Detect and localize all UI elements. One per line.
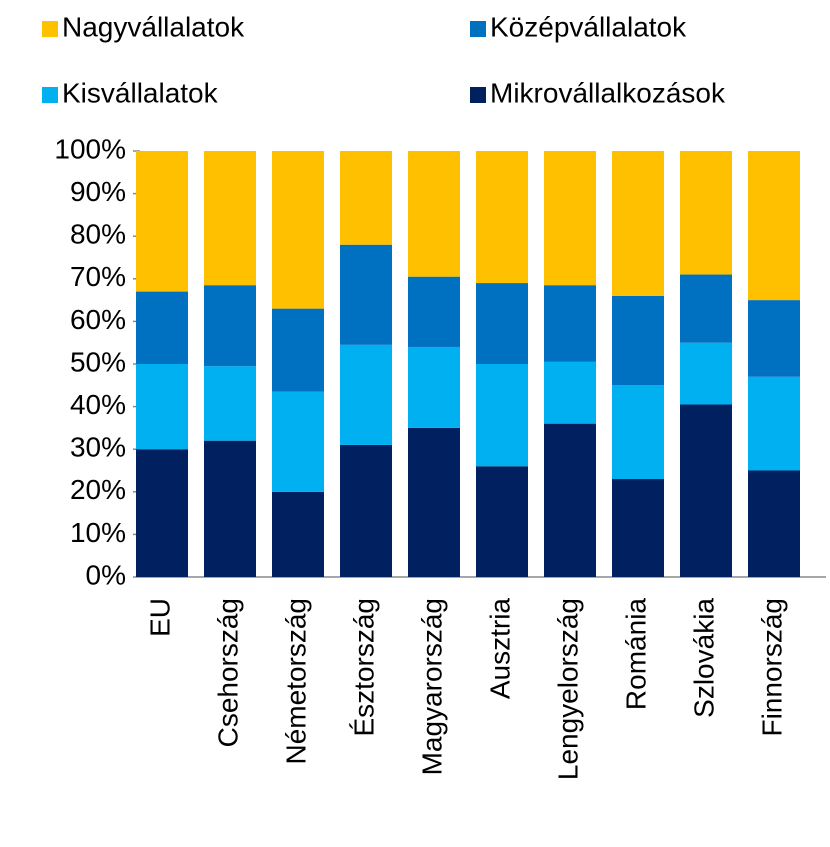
bar-segment xyxy=(136,364,188,450)
bar-segment xyxy=(272,308,324,392)
y-tick-label: 60% xyxy=(70,304,126,335)
bar-segment xyxy=(340,151,392,245)
legend-swatch xyxy=(470,21,486,37)
bar-segment xyxy=(748,470,800,577)
bar-segment xyxy=(680,404,732,577)
bar-segment xyxy=(544,423,596,577)
x-tick-label: Magyarország xyxy=(416,598,447,775)
bar-segment xyxy=(612,385,664,480)
legend-swatch xyxy=(42,21,58,37)
bar-segment xyxy=(476,466,528,577)
bar-segment xyxy=(204,285,256,367)
bar-segment xyxy=(544,361,596,424)
bar-segment xyxy=(544,151,596,286)
bar-segment xyxy=(408,151,460,277)
x-tick-label: Szlovákia xyxy=(688,598,719,718)
bar-segment xyxy=(204,440,256,577)
y-tick-label: 90% xyxy=(70,176,126,207)
y-tick-label: 80% xyxy=(70,219,126,250)
bar-segment xyxy=(136,449,188,577)
x-tick-label: Románia xyxy=(620,598,651,710)
bar-segment xyxy=(340,244,392,345)
bar-segment xyxy=(272,391,324,492)
x-tick-label: Lengyelország xyxy=(552,598,583,780)
bar-segment xyxy=(680,151,732,275)
y-tick-label: 0% xyxy=(86,559,126,590)
legend-label: Kisvállalatok xyxy=(62,77,219,108)
legend-label: Középvállalatok xyxy=(490,11,687,42)
bar-segment xyxy=(204,366,256,441)
bar-segment xyxy=(476,151,528,284)
x-tick-label: Németország xyxy=(280,598,311,765)
bar-segment xyxy=(748,376,800,471)
x-tick-label: Finnország xyxy=(756,598,787,737)
bar-segment xyxy=(476,283,528,364)
bar-segment xyxy=(136,151,188,292)
bar-segment xyxy=(136,291,188,364)
y-tick-label: 70% xyxy=(70,261,126,292)
bar-segment xyxy=(612,479,664,577)
bar-segment xyxy=(748,300,800,377)
y-tick-label: 50% xyxy=(70,346,126,377)
y-tick-label: 40% xyxy=(70,389,126,420)
bar-segment xyxy=(272,491,324,577)
bar-segment xyxy=(204,151,256,286)
bar-segment xyxy=(748,151,800,301)
bar-segment xyxy=(680,342,732,405)
bar-segment xyxy=(612,295,664,386)
bar-segment xyxy=(340,344,392,445)
bar-segment xyxy=(408,276,460,347)
legend-label: Nagyvállalatok xyxy=(62,11,245,42)
bar-segment xyxy=(408,346,460,428)
y-tick-label: 20% xyxy=(70,474,126,505)
legend-swatch xyxy=(470,87,486,103)
bar-segment xyxy=(408,427,460,577)
bar-segment xyxy=(544,285,596,362)
bar-segment xyxy=(476,364,528,467)
y-tick-label: 30% xyxy=(70,432,126,463)
y-tick-label: 10% xyxy=(70,517,126,548)
bar-segment xyxy=(340,444,392,577)
x-tick-label: EU xyxy=(144,598,175,637)
x-tick-label: Észtország xyxy=(348,598,379,737)
bar-segment xyxy=(272,151,324,309)
x-tick-label: Ausztria xyxy=(484,598,515,700)
legend-swatch xyxy=(42,87,58,103)
bar-segment xyxy=(612,151,664,296)
y-tick-label: 100% xyxy=(54,133,126,164)
bar-segment xyxy=(680,274,732,343)
x-tick-label: Csehország xyxy=(212,598,243,747)
legend-label: Mikrovállalkozások xyxy=(490,77,726,108)
